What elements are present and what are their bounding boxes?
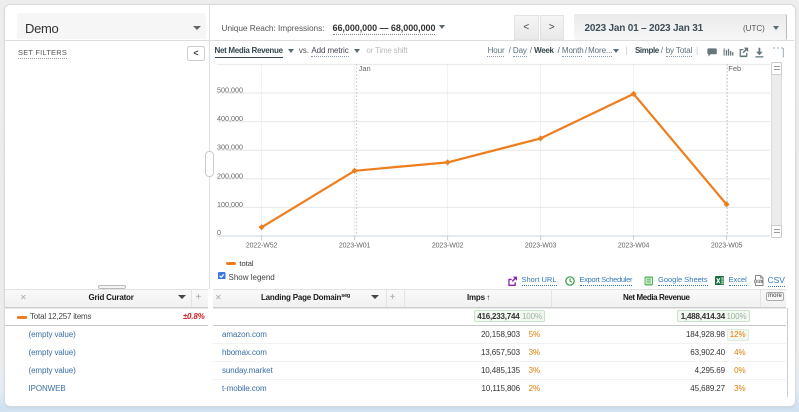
svg-text:400,000: 400,000 [217,114,243,123]
svg-text:2023-W05: 2023-W05 [711,243,743,250]
svg-text:300,000: 300,000 [217,143,243,152]
svg-text:0: 0 [217,228,221,237]
svg-text:Feb: Feb [728,64,741,73]
svg-text:500,000: 500,000 [217,86,243,95]
svg-text:200,000: 200,000 [217,171,243,180]
svg-text:2023-W02: 2023-W02 [432,243,464,250]
svg-text:100,000: 100,000 [217,200,243,209]
svg-text:Jan: Jan [359,64,371,73]
svg-text:2023-W04: 2023-W04 [618,243,650,250]
svg-text:2023-W01: 2023-W01 [339,243,371,250]
svg-text:2022-W52: 2022-W52 [246,243,278,250]
svg-text:2023-W03: 2023-W03 [525,243,557,250]
